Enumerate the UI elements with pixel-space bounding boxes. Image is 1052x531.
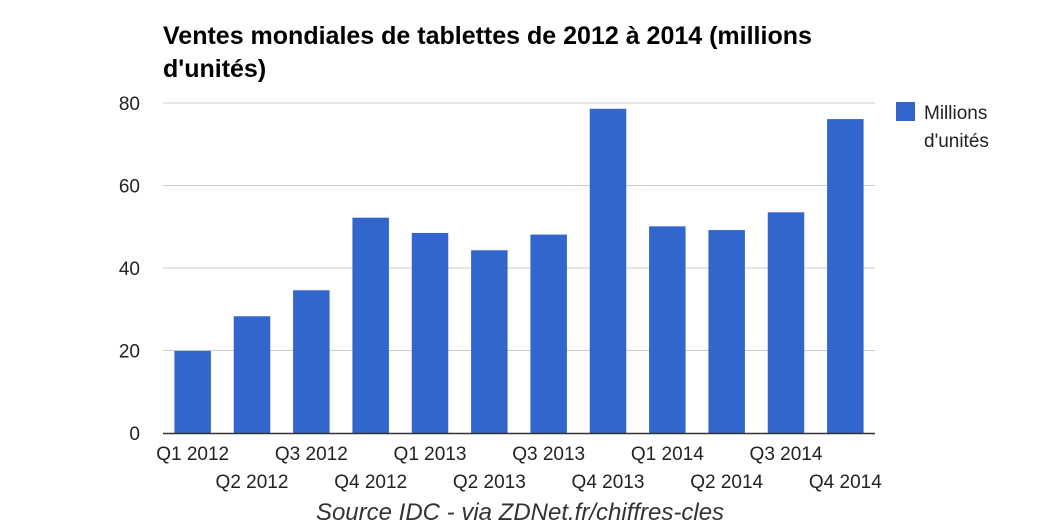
x-tick-label: Q3 2013 [512,444,585,465]
y-axis-ticks: 0 20 40 60 80 [119,94,140,445]
x-tick-label: Q3 2012 [275,444,348,465]
bar [233,316,271,433]
x-tick-label: Q3 2014 [750,444,823,465]
y-tick-label: 60 [119,177,140,198]
legend-label-continued: d'unités [924,131,989,152]
x-tick-label: Q1 2014 [631,444,704,465]
bar [411,232,449,433]
x-tick-label: Q4 2013 [572,472,645,493]
bar [827,119,864,434]
x-tick-label: Q2 2013 [453,472,526,493]
y-tick-label: 20 [119,342,140,363]
bar [589,108,627,434]
source-note: Source IDC - via ZDNet.fr/chiffres-cles [315,499,725,526]
bar [649,226,686,433]
x-axis-ticks: Q1 2012 Q2 2012 Q3 2012 Q4 2012 Q1 2013 Q2 20… [156,444,882,493]
legend-swatch [896,102,915,121]
bar [767,212,805,433]
bar [708,230,745,433]
bar [530,234,567,433]
x-tick-label: Q1 2012 [156,444,229,465]
gridlines [163,102,875,351]
bar [352,217,389,433]
x-tick-label: Q2 2014 [690,472,763,493]
x-tick-label: Q1 2013 [394,444,467,465]
bars [174,108,864,434]
legend-label: Millions [924,103,987,124]
bar [471,250,508,433]
bar [293,290,330,433]
x-tick-label: Q4 2012 [334,472,407,493]
y-tick-label: 40 [119,259,140,280]
legend: Millions d'unités [896,102,989,152]
chart-title: Ventes mondiales de tablettes de 2012 à … [163,22,812,83]
bar [174,350,211,433]
y-tick-label: 0 [129,424,140,445]
x-tick-label: Q4 2014 [809,472,882,493]
y-tick-label: 80 [119,94,140,115]
x-tick-label: Q2 2012 [216,472,289,493]
